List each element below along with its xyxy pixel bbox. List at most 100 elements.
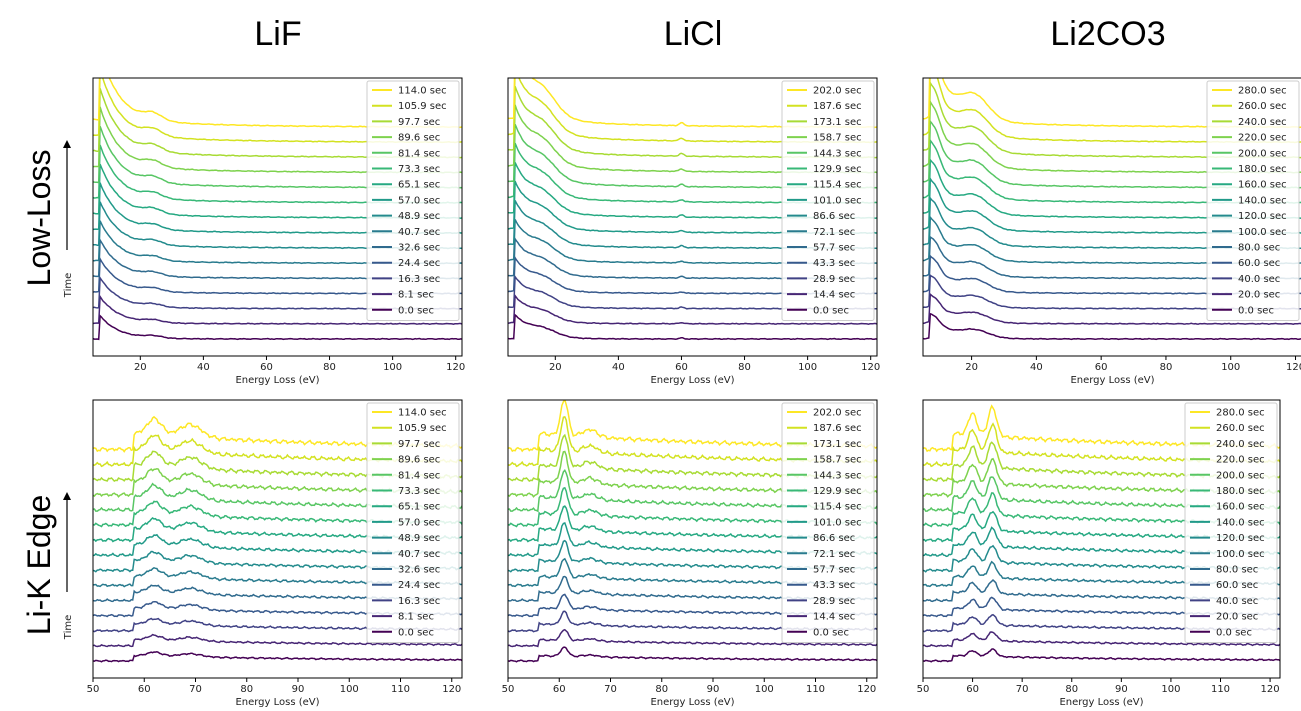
legend-entry: 48.9 sec <box>398 211 440 222</box>
time-arrow-top <box>63 140 71 250</box>
x-tick-label: 40 <box>1030 362 1043 373</box>
x-tick-label: 70 <box>1016 684 1029 695</box>
legend-entry: 144.3 sec <box>813 470 862 481</box>
x-tick-label: 120 <box>446 362 465 373</box>
legend-entry: 16.3 sec <box>398 274 440 285</box>
series-line <box>93 294 462 325</box>
panel-1: 20 40 60 80 100 120 Energy Loss (eV) 202.0 sec 1… <box>507 77 880 386</box>
legend-entry: 89.6 sec <box>398 455 440 466</box>
legend-entry: 220.0 sec <box>1238 133 1287 144</box>
x-tick-label: 80 <box>1065 684 1078 695</box>
x-tick-label: 110 <box>1211 684 1230 695</box>
legend-entry: 80.0 sec <box>1238 243 1280 254</box>
legend-entry: 40.0 sec <box>1216 596 1258 607</box>
legend-entry: 60.0 sec <box>1216 580 1258 591</box>
x-tick-label: 40 <box>197 362 210 373</box>
row-title-low-loss: Low-Loss <box>21 150 57 287</box>
x-tick-label: 20 <box>134 362 147 373</box>
row-title-li-k-edge: Li-K Edge <box>21 495 57 636</box>
legend-entry: 81.4 sec <box>398 470 440 481</box>
series-line <box>508 646 877 663</box>
series-line <box>93 651 462 663</box>
panel-3: 50 60 70 80 90 100 110 120 Energy Loss (eV) 114.0… <box>87 399 463 708</box>
column-title-lif: LiF <box>254 15 301 53</box>
panel-4: 50 60 70 80 90 100 110 120 Energy Loss (eV) 202.0… <box>502 399 878 708</box>
legend-entry: 115.4 sec <box>813 180 862 191</box>
legend-entry: 32.6 sec <box>398 243 440 254</box>
x-tick-label: 80 <box>655 684 668 695</box>
legend-entry: 200.0 sec <box>1216 470 1265 481</box>
x-tick-label: 120 <box>861 362 880 373</box>
legend-entry: 73.3 sec <box>398 164 440 175</box>
x-tick-label: 40 <box>612 362 625 373</box>
legend-entry: 14.4 sec <box>813 290 855 301</box>
legend-entry: 8.1 sec <box>398 290 434 301</box>
legend: 202.0 sec 187.6 sec 173.1 sec 158.7 sec 144.… <box>781 80 875 321</box>
legend-entry: 280.0 sec <box>1216 408 1265 419</box>
legend-entry: 240.0 sec <box>1238 117 1287 128</box>
legend-entry: 158.7 sec <box>813 455 862 466</box>
x-tick-label: 80 <box>1160 362 1173 373</box>
legend-entry: 173.1 sec <box>813 117 862 128</box>
series-line <box>923 292 1301 325</box>
legend-entry: 57.0 sec <box>398 195 440 206</box>
legend-entry: 120.0 sec <box>1238 211 1287 222</box>
series-line <box>508 293 877 325</box>
x-tick-label: 70 <box>189 684 202 695</box>
x-tick-label: 80 <box>323 362 336 373</box>
legend-entry: 0.0 sec <box>1216 627 1252 638</box>
x-tick-label: 60 <box>260 362 273 373</box>
x-tick-label: 60 <box>675 362 688 373</box>
legend-entry: 65.1 sec <box>398 502 440 513</box>
legend-entry: 24.4 sec <box>398 580 440 591</box>
legend-entry: 120.0 sec <box>1216 533 1265 544</box>
legend-entry: 173.1 sec <box>813 439 862 450</box>
legend-entry: 0.0 sec <box>398 627 434 638</box>
legend: 202.0 sec 187.6 sec 173.1 sec 158.7 sec 144.… <box>781 402 875 643</box>
x-axis-label: Energy Loss (eV) <box>235 697 319 708</box>
legend-entry: 101.0 sec <box>813 195 862 206</box>
legend-entry: 187.6 sec <box>813 101 862 112</box>
legend-entry: 72.1 sec <box>813 227 855 238</box>
legend-entry: 101.0 sec <box>813 517 862 528</box>
plot-frame <box>507 77 878 357</box>
x-tick-label: 80 <box>738 362 751 373</box>
legend-entry: 240.0 sec <box>1216 439 1265 450</box>
legend-entry: 40.7 sec <box>398 227 440 238</box>
legend-entry: 180.0 sec <box>1238 164 1287 175</box>
x-tick-label: 50 <box>87 684 100 695</box>
x-tick-label: 70 <box>604 684 617 695</box>
x-tick-label: 120 <box>442 684 461 695</box>
legend: 280.0 sec 260.0 sec 240.0 sec 220.0 sec 200.… <box>1184 402 1278 643</box>
x-axis-label: Energy Loss (eV) <box>1070 375 1154 386</box>
x-tick-label: 100 <box>798 362 817 373</box>
legend-entry: 97.7 sec <box>398 117 440 128</box>
legend-entry: 202.0 sec <box>813 86 862 97</box>
panel-5: 50 60 70 80 90 100 110 120 Energy Loss (eV) 280.0… <box>917 399 1281 708</box>
x-axis-label: Energy Loss (eV) <box>650 375 734 386</box>
x-tick-label: 50 <box>917 684 930 695</box>
x-tick-label: 110 <box>806 684 825 695</box>
legend-entry: 202.0 sec <box>813 408 862 419</box>
legend-entry: 32.6 sec <box>398 565 440 576</box>
x-tick-label: 110 <box>391 684 410 695</box>
legend-entry: 97.7 sec <box>398 439 440 450</box>
plot-frame <box>92 77 463 357</box>
legend-entry: 86.6 sec <box>813 533 855 544</box>
series-line <box>508 313 877 341</box>
legend-entry: 129.9 sec <box>813 164 862 175</box>
legend-entry: 100.0 sec <box>1216 549 1265 560</box>
legend-entry: 260.0 sec <box>1238 101 1287 112</box>
legend: 280.0 sec 260.0 sec 240.0 sec 220.0 sec 200.… <box>1206 80 1300 321</box>
legend-entry: 0.0 sec <box>813 305 849 316</box>
x-axis-label: Energy Loss (eV) <box>1059 697 1143 708</box>
legend-entry: 40.7 sec <box>398 549 440 560</box>
time-label-bottom: Time <box>63 615 74 640</box>
legend-entry: 129.9 sec <box>813 486 862 497</box>
legend-entry: 105.9 sec <box>398 423 447 434</box>
series-line <box>923 631 1280 648</box>
legend-entry: 89.6 sec <box>398 133 440 144</box>
legend-entry: 57.7 sec <box>813 565 855 576</box>
